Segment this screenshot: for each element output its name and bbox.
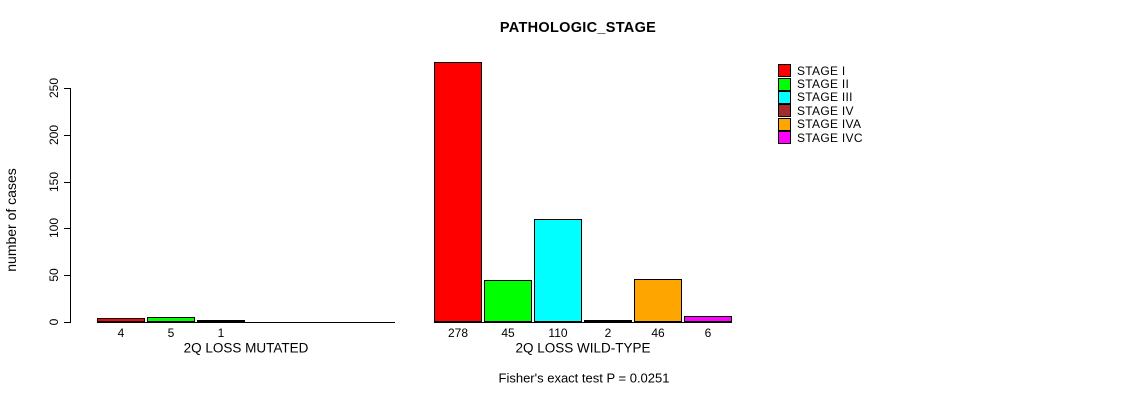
legend-label: STAGE IVA: [797, 117, 862, 132]
y-axis-tick: [64, 88, 70, 89]
x-axis-line: [97, 322, 395, 323]
bar-value-label: 110: [548, 326, 568, 340]
group-label-2q-loss-mutated: 2Q LOSS MUTATED: [183, 340, 309, 356]
bar-value-label: 46: [651, 326, 665, 340]
bar-stage-i: [97, 318, 145, 322]
legend-item-stage-iv: STAGE IV: [778, 103, 863, 118]
fisher-test-note: Fisher's exact test P = 0.0251: [498, 370, 670, 386]
legend-item-stage-i: STAGE I: [778, 63, 863, 78]
legend-swatch: [778, 117, 791, 131]
legend-label: STAGE IV: [797, 103, 854, 118]
bar-stage-ii: [484, 280, 532, 322]
bar-stage-iii: [197, 320, 245, 322]
y-axis-tick: [64, 135, 70, 136]
legend-label: STAGE III: [797, 90, 853, 105]
y-axis-tick-label: 250: [47, 77, 61, 99]
y-axis-tick: [64, 182, 70, 183]
bar-value-label: 1: [217, 326, 225, 340]
legend-item-stage-ii: STAGE II: [778, 77, 863, 92]
bar-stage-iv: [584, 320, 632, 322]
bar-stage-ii: [147, 317, 195, 322]
legend-item-stage-iva: STAGE IVA: [778, 117, 863, 132]
y-axis-line: [70, 88, 71, 323]
legend-label: STAGE II: [797, 77, 850, 92]
legend-swatch: [778, 64, 791, 78]
y-axis-label: number of cases: [3, 168, 19, 272]
legend-swatch: [778, 131, 791, 145]
x-axis-line: [434, 322, 732, 323]
bar-stage-ivc: [684, 316, 732, 322]
chart-title: PATHOLOGIC_STAGE: [499, 20, 657, 36]
bar-value-label: 45: [501, 326, 515, 340]
legend-swatch: [778, 90, 791, 104]
legend: STAGE I STAGE II STAGE III STAGE IV STAGE IV…: [778, 63, 863, 145]
y-axis-tick-label: 150: [47, 171, 61, 193]
y-axis-tick-label: 100: [47, 217, 61, 239]
y-axis-tick: [64, 275, 70, 276]
bar-stage-i: [434, 62, 482, 322]
bar-stage-iii: [534, 219, 582, 322]
y-axis-tick: [64, 228, 70, 229]
legend-item-stage-iii: STAGE III: [778, 90, 863, 105]
group-label-2q-loss-wild-type: 2Q LOSS WILD-TYPE: [515, 340, 651, 356]
legend-label: STAGE I: [797, 63, 846, 78]
bar-value-label: 2: [604, 326, 612, 340]
bar-value-label: 4: [117, 326, 125, 340]
legend-swatch: [778, 77, 791, 91]
y-axis-tick-label: 50: [47, 268, 61, 282]
y-axis-tick: [64, 322, 70, 323]
bar-value-label: 6: [704, 326, 712, 340]
bar-value-label: 5: [167, 326, 175, 340]
bar-value-label: 278: [447, 326, 469, 340]
legend-item-stage-ivc: STAGE IVC: [778, 130, 863, 145]
bar-stage-iva: [634, 279, 682, 322]
y-axis-tick-label: 0: [47, 318, 61, 326]
legend-label: STAGE IVC: [797, 130, 863, 145]
legend-swatch: [778, 104, 791, 118]
y-axis-tick-label: 200: [47, 124, 61, 146]
